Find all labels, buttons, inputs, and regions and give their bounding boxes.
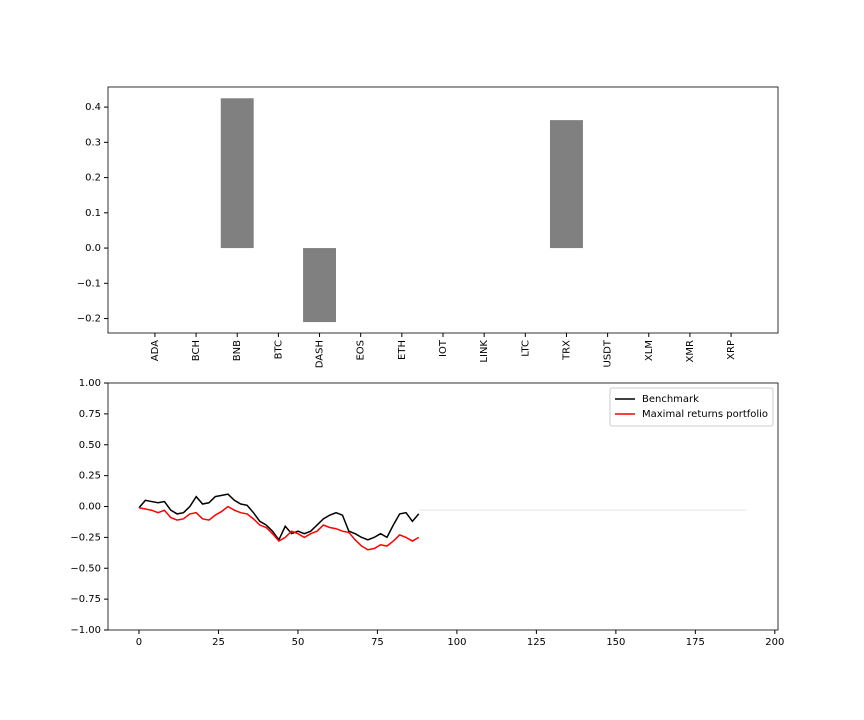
legend-label: Maximal returns portfolio [642,409,768,420]
bar [220,98,254,249]
series-line [138,493,420,542]
x-tick-label: EOS [356,340,367,361]
legend: Benchmark Maximal returns portfolio [609,387,774,427]
x-tick-label: XRP [726,340,737,360]
x-tick-label: ETH [397,340,408,360]
y-tick-label: 0.1 [85,208,101,219]
x-tick-label: IOT [438,339,449,357]
y-tick-label: −0.1 [77,278,101,289]
axes-frame [107,382,779,631]
y-tick-label: −0.25 [70,532,101,543]
x-tick-label: XMR [685,340,696,362]
y-tick-label: 1.00 [79,378,101,389]
x-tick-label: 100 [447,637,466,648]
x-tick-label: 75 [371,637,384,648]
y-tick-label: −0.75 [70,594,101,605]
x-tick-label: LTC [520,340,531,357]
x-tick-label: BTC [273,340,284,359]
y-tick-label: 0.75 [79,409,101,420]
x-tick-label: DASH [315,340,326,368]
x-tick-label: XLM [644,340,655,361]
y-tick-label: −0.50 [70,563,101,574]
axes-frame [107,86,779,334]
x-tick-label: 125 [527,637,546,648]
y-tick-label: −1.00 [70,625,101,636]
bar [550,120,583,249]
legend-box [609,387,774,427]
legend-label: Benchmark [642,394,699,405]
x-tick-label: 200 [765,637,784,648]
y-tick-label: 0.25 [79,471,101,482]
y-tick-label: 0.00 [79,502,101,513]
bar [303,248,336,323]
x-tick-label: BCH [191,340,202,361]
x-tick-label: 175 [686,637,705,648]
y-tick-label: 0.0 [85,243,101,254]
x-tick-label: 25 [212,637,225,648]
x-tick-label: USDT [603,339,614,367]
x-tick-label: ADA [150,340,161,361]
y-tick-label: 0.2 [85,173,101,184]
y-tick-label: 0.50 [79,440,101,451]
y-tick-label: 0.4 [85,102,101,113]
x-tick-label: 0 [136,637,142,648]
x-tick-label: 50 [292,637,305,648]
series-line [138,505,420,551]
x-tick-label: TRX [561,340,572,361]
x-tick-label: BNB [232,340,243,361]
x-tick-label: 150 [606,637,625,648]
x-tick-label: LINK [479,340,490,363]
y-tick-label: 0.3 [85,137,101,148]
y-tick-label: −0.2 [77,314,101,325]
